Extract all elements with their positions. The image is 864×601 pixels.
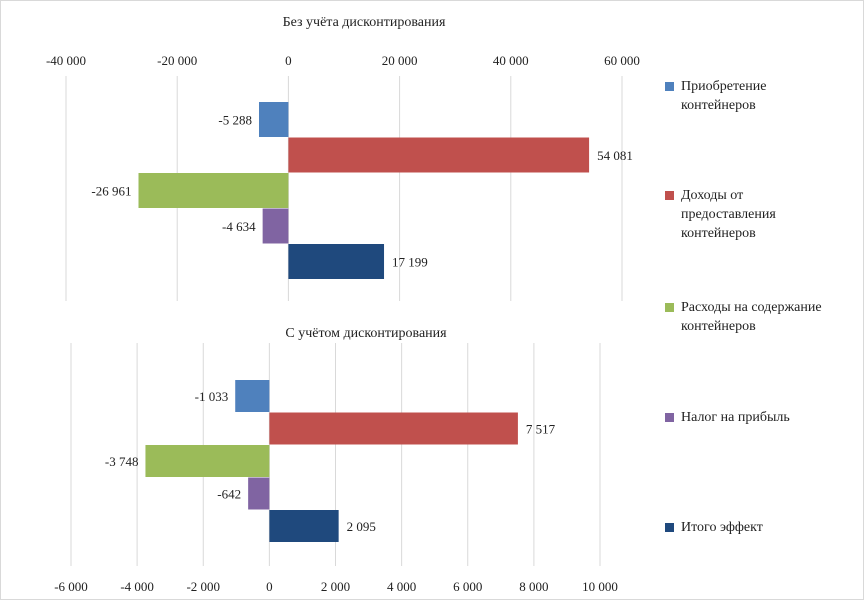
chart-2-tick-label: 0 [266, 579, 273, 594]
chart-2-tick-label: -2 000 [186, 579, 220, 594]
chart-1-tick-label: 60 000 [604, 53, 640, 68]
legend-swatch-purchase [665, 82, 674, 91]
chart-1-tick-label: -40 000 [46, 53, 86, 68]
chart-2-data-label-purchase: -1 033 [195, 389, 229, 404]
legend-swatch-income [665, 191, 674, 200]
chart-2-tick-label: 8 000 [519, 579, 548, 594]
chart-2-data-label-maintenance: -3 748 [105, 454, 139, 469]
chart-1-bar-income [288, 137, 590, 173]
chart-2-tick-label: 2 000 [321, 579, 350, 594]
chart-1-tick-label: 20 000 [382, 53, 418, 68]
chart-2-data-label-income: 7 517 [526, 422, 556, 437]
chart-2-title: С учётом дисконтирования [285, 326, 447, 341]
chart-2-tick-label: -6 000 [54, 579, 88, 594]
chart-2-bar-income [269, 412, 518, 445]
chart-2-bar-purchase [235, 380, 270, 412]
chart-1-data-label-maintenance: -26 961 [91, 184, 131, 199]
chart-1-bar-total [288, 244, 385, 279]
legend-label-purchase: Приобретение контейнеров [681, 79, 767, 113]
chart-2-tick-label: 4 000 [387, 579, 416, 594]
chart-1-bar-maintenance [138, 173, 289, 208]
chart-1-tick-label: -20 000 [157, 53, 197, 68]
chart-1-title: Без учёта дисконтирования [283, 15, 446, 30]
chart-2-tick-label: -4 000 [120, 579, 154, 594]
legend-swatch-tax [665, 413, 674, 422]
legend-label-tax: Налог на прибыль [681, 410, 790, 425]
chart-canvas: Без учёта дисконтирования -40 000 -20 000 0… [46, 15, 640, 594]
chart-1-bar-purchase [258, 102, 289, 137]
legend-label-total: Итого эффект [681, 520, 763, 535]
chart-1-data-label-purchase: -5 288 [218, 113, 252, 128]
chart-2: С учётом дисконтирования -6 000 -4 000 -2 0… [54, 326, 618, 594]
legend-label-income: Доходы от предоставления контейнеров [681, 188, 776, 241]
legend: Приобретение контейнеров Доходы от предо… [665, 1, 864, 601]
chart-2-bar-total [269, 510, 339, 542]
chart-1-tick-label: 0 [285, 53, 292, 68]
legend-swatch-maintenance [665, 303, 674, 312]
chart-2-tick-label: 10 000 [582, 579, 618, 594]
chart-2-tick-label: 6 000 [453, 579, 482, 594]
legend-label-maintenance: Расходы на содержание контейнеров [681, 300, 822, 334]
chart-1: Без учёта дисконтирования -40 000 -20 000 0… [46, 15, 640, 301]
chart-2-data-label-total: 2 095 [347, 519, 376, 534]
chart-1-data-label-tax: -4 634 [222, 219, 256, 234]
legend-swatch-total [665, 523, 674, 532]
chart-1-bar-tax [262, 208, 289, 244]
chart-2-bar-tax [248, 477, 270, 510]
chart-2-bar-maintenance [145, 445, 270, 477]
chart-1-tick-label: 40 000 [493, 53, 529, 68]
chart-2-data-label-tax: -642 [217, 487, 241, 502]
chart-1-data-label-income: 54 081 [597, 148, 633, 163]
chart-1-data-label-total: 17 199 [392, 255, 428, 270]
